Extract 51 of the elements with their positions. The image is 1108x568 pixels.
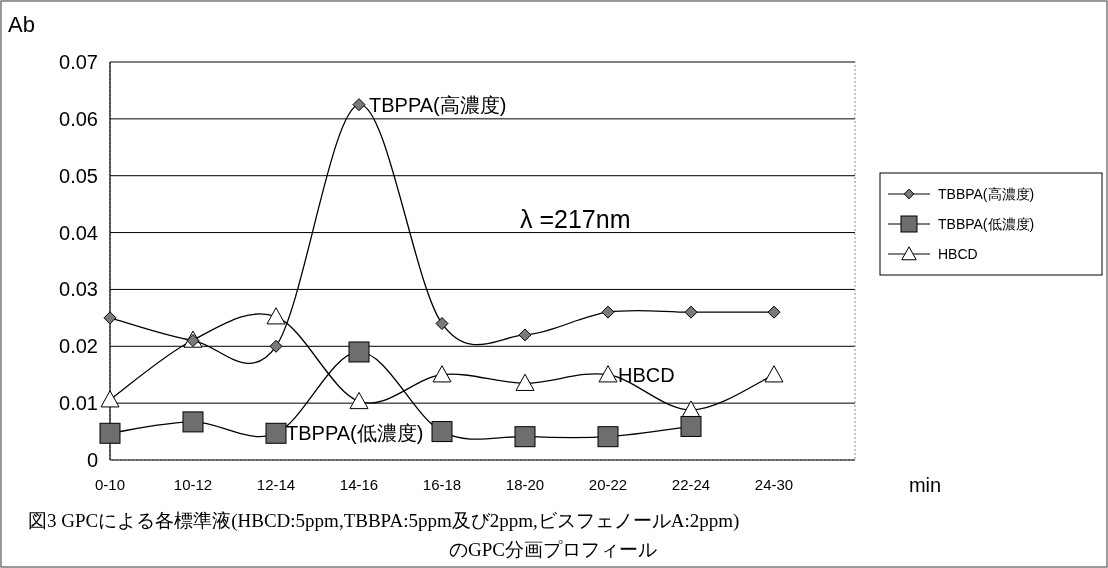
point (100, 390, 120, 408)
legend-label: TBBPA(高濃度) (938, 186, 1035, 202)
y-tick-label: 0.03 (59, 278, 98, 301)
y-tick-label: 0 (86, 449, 98, 471)
y-tick-label: 0.04 (59, 221, 98, 244)
y-tick-label: 0.05 (59, 164, 98, 187)
text: のGPC分画プロフィール (449, 539, 657, 560)
caption: 図3 GPCによる各標準液(HBCD:5ppm,TBBPA:5ppm及び2ppm,ビスフェノールA:2ppm) (28, 510, 740, 532)
point (597, 426, 619, 448)
point (432, 365, 452, 383)
point (515, 373, 535, 391)
point (601, 305, 615, 319)
point (518, 328, 532, 342)
point (99, 422, 121, 444)
annotation: TBPPA(高濃度) (369, 93, 507, 116)
x-tick-label: 12-14 (256, 476, 296, 493)
y-tick-label: 0.06 (59, 107, 98, 130)
point (764, 365, 784, 383)
y-tick-label: 0.01 (59, 392, 98, 415)
point (348, 341, 370, 363)
legend-label: TBBPA(低濃度) (938, 216, 1035, 232)
x-tick-label: 22-24 (671, 476, 711, 493)
y-tick-label: 0.07 (59, 51, 98, 73)
point (352, 98, 366, 112)
annotation: λ =217nm (520, 205, 631, 233)
point (684, 305, 698, 319)
point (767, 305, 781, 319)
x-tick-label: 0-10 (94, 476, 126, 493)
point (349, 391, 369, 410)
x-tick-label: 16-18 (422, 476, 462, 493)
point (435, 317, 449, 331)
x-tick-label: 20-22 (588, 476, 628, 493)
x-tick-label: 24-30 (754, 476, 794, 493)
annotation: TBPPA(低濃度) (286, 422, 424, 445)
y-tick-label: 0.02 (59, 335, 98, 358)
point (265, 422, 287, 444)
legend-label: HBCD (938, 246, 978, 262)
x-tick-label: 14-16 (339, 476, 379, 493)
x-axis-title: min (908, 474, 942, 496)
y-axis-title: Ab (8, 12, 35, 37)
point (103, 311, 117, 325)
point (431, 421, 453, 443)
x-tick-label: 18-20 (505, 476, 545, 493)
point (269, 339, 283, 353)
point (266, 307, 286, 325)
point (514, 426, 536, 448)
point (598, 365, 618, 383)
point (182, 411, 204, 433)
annotation: HBCD (618, 363, 675, 386)
point (680, 415, 702, 437)
x-tick-label: 10-12 (173, 476, 213, 493)
